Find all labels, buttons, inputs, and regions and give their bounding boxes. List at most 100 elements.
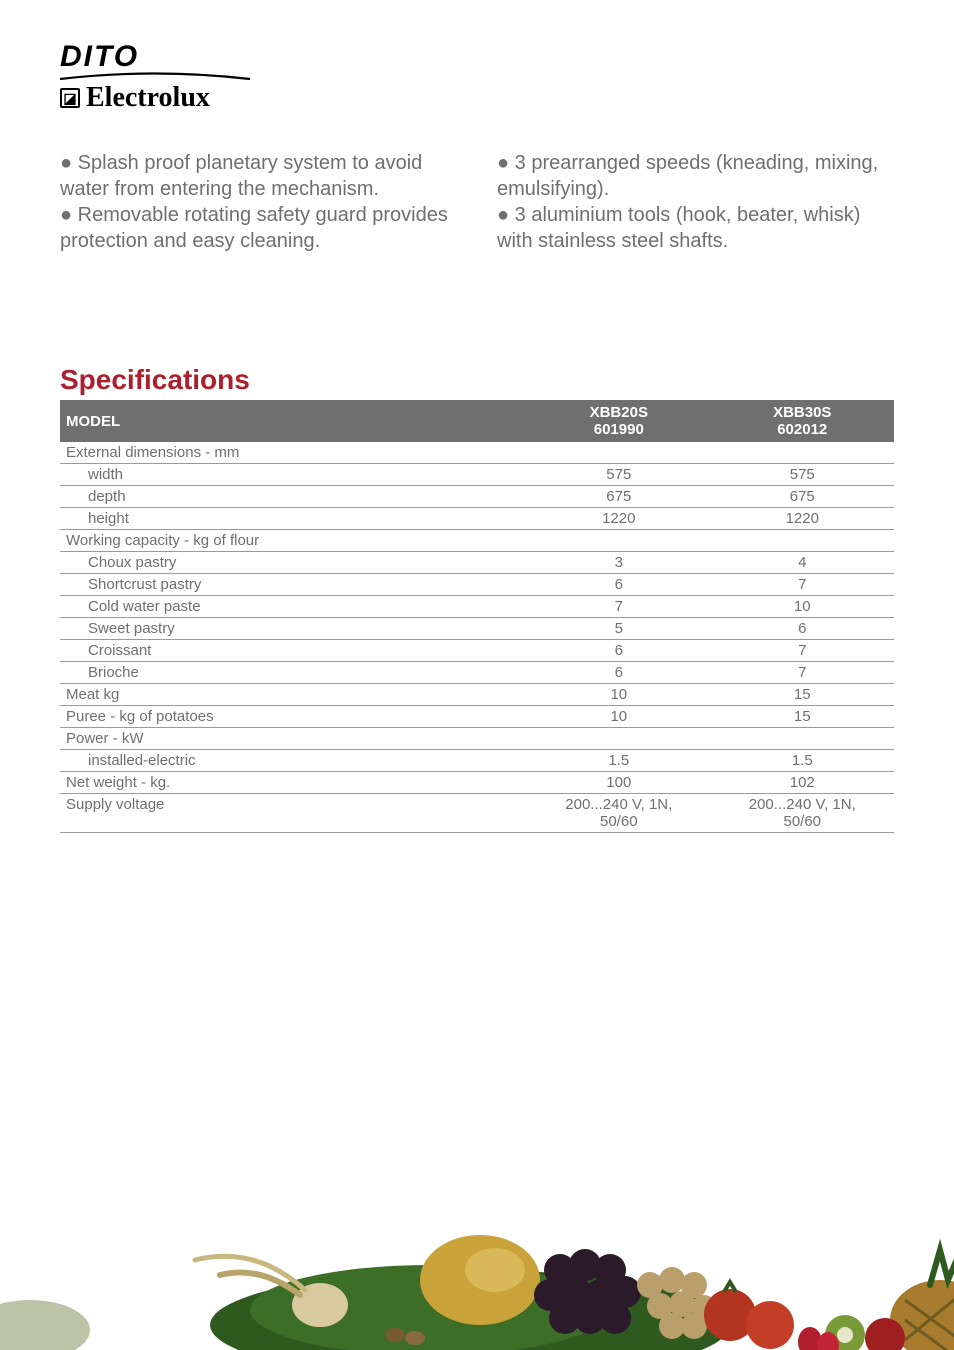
row-label: height	[60, 508, 527, 530]
logo-divider	[60, 72, 250, 86]
cell-value: 1.5	[527, 750, 710, 772]
brand-logo-block: DITO ◪ Electrolux	[60, 40, 894, 114]
cell-value: 3	[527, 552, 710, 574]
bullet-item: ● Removable rotating safety guard provid…	[60, 202, 457, 254]
cell-value: 575	[527, 464, 710, 486]
table-row: width575575	[60, 464, 894, 486]
bullet-dot-icon: ●	[60, 204, 72, 226]
col-model-name: XBB20S	[533, 404, 704, 421]
table-row: Power - kW	[60, 728, 894, 750]
electrolux-text: Electrolux	[86, 82, 210, 114]
table-row: Net weight - kg.100102	[60, 772, 894, 794]
bullet-text: 3 aluminium tools (hook, beater, whisk) …	[497, 204, 860, 252]
cell-value: 6	[711, 618, 894, 640]
bullet-dot-icon: ●	[497, 152, 509, 174]
cell-value: 7	[711, 574, 894, 596]
cell-value: 7	[711, 640, 894, 662]
col-model-code: 601990	[533, 421, 704, 438]
cell-value	[711, 728, 894, 750]
table-row: Sweet pastry56	[60, 618, 894, 640]
row-label: depth	[60, 486, 527, 508]
cell-value: 10	[527, 684, 710, 706]
table-row: Choux pastry34	[60, 552, 894, 574]
bullet-text: Removable rotating safety guard provides…	[60, 204, 448, 252]
table-row: Croissant67	[60, 640, 894, 662]
footer-produce-image	[0, 1120, 954, 1350]
table-row: Shortcrust pastry67	[60, 574, 894, 596]
col-header: XBB20S 601990	[527, 400, 710, 442]
cell-value	[527, 728, 710, 750]
row-label: Net weight - kg.	[60, 772, 527, 794]
cell-value: 6	[527, 640, 710, 662]
cell-value	[527, 530, 710, 552]
table-row: Meat kg1015	[60, 684, 894, 706]
row-label: Power - kW	[60, 728, 527, 750]
cell-value: 1220	[527, 508, 710, 530]
page: DITO ◪ Electrolux ● Splash proof planeta…	[0, 0, 954, 833]
specifications-table: MODEL XBB20S 601990 XBB30S 602012 Extern…	[60, 400, 894, 833]
row-label: Cold water paste	[60, 596, 527, 618]
table-header-row: MODEL XBB20S 601990 XBB30S 602012	[60, 400, 894, 442]
cell-value: 675	[527, 486, 710, 508]
bullet-dot-icon: ●	[60, 152, 72, 174]
feature-bullets: ● Splash proof planetary system to avoid…	[60, 150, 894, 254]
feature-bullets-right: ● 3 prearranged speeds (kneading, mixing…	[497, 150, 894, 254]
bullet-item: ● 3 aluminium tools (hook, beater, whisk…	[497, 202, 894, 254]
col-model-code: 602012	[717, 421, 888, 438]
cell-value: 1.5	[711, 750, 894, 772]
row-label: Meat kg	[60, 684, 527, 706]
table-row: Supply voltage200...240 V, 1N,50/60200..…	[60, 794, 894, 833]
row-label: Sweet pastry	[60, 618, 527, 640]
row-label: Shortcrust pastry	[60, 574, 527, 596]
bullet-item: ● Splash proof planetary system to avoid…	[60, 150, 457, 202]
row-label: width	[60, 464, 527, 486]
cell-value: 4	[711, 552, 894, 574]
row-label: installed-electric	[60, 750, 527, 772]
cell-value: 102	[711, 772, 894, 794]
cell-value: 10	[527, 706, 710, 728]
table-row: External dimensions - mm	[60, 442, 894, 464]
cell-value	[527, 442, 710, 464]
cell-value: 200...240 V, 1N,50/60	[527, 794, 710, 833]
row-label: Choux pastry	[60, 552, 527, 574]
electrolux-mark-icon: ◪	[60, 88, 80, 108]
cell-value	[711, 530, 894, 552]
table-row: installed-electric1.51.5	[60, 750, 894, 772]
row-label: Working capacity - kg of flour	[60, 530, 527, 552]
feature-bullets-left: ● Splash proof planetary system to avoid…	[60, 150, 457, 254]
cell-value	[711, 442, 894, 464]
cell-value: 200...240 V, 1N,50/60	[711, 794, 894, 833]
cell-value: 675	[711, 486, 894, 508]
dito-wordmark: DITO	[60, 40, 894, 74]
table-row: Brioche67	[60, 662, 894, 684]
cell-value: 15	[711, 706, 894, 728]
bullet-text: 3 prearranged speeds (kneading, mixing, …	[497, 152, 878, 200]
row-label: Brioche	[60, 662, 527, 684]
cell-value: 5	[527, 618, 710, 640]
specifications-heading: Specifications	[60, 364, 894, 396]
row-label: Croissant	[60, 640, 527, 662]
col-model-name: XBB30S	[717, 404, 888, 421]
table-row: Cold water paste710	[60, 596, 894, 618]
cell-value: 6	[527, 662, 710, 684]
table-row: Working capacity - kg of flour	[60, 530, 894, 552]
electrolux-wordmark: ◪ Electrolux	[60, 82, 894, 114]
model-header-cell: MODEL	[60, 400, 527, 442]
cell-value: 6	[527, 574, 710, 596]
cell-value: 100	[527, 772, 710, 794]
bullet-text: Splash proof planetary system to avoid w…	[60, 152, 422, 200]
cell-value: 575	[711, 464, 894, 486]
row-label: External dimensions - mm	[60, 442, 527, 464]
row-label: Supply voltage	[60, 794, 527, 833]
cell-value: 7	[711, 662, 894, 684]
cell-value: 1220	[711, 508, 894, 530]
bullet-dot-icon: ●	[497, 204, 509, 226]
bullet-item: ● 3 prearranged speeds (kneading, mixing…	[497, 150, 894, 202]
col-header: XBB30S 602012	[711, 400, 894, 442]
cell-value: 15	[711, 684, 894, 706]
table-row: height12201220	[60, 508, 894, 530]
row-label: Puree - kg of potatoes	[60, 706, 527, 728]
table-row: depth675675	[60, 486, 894, 508]
cell-value: 7	[527, 596, 710, 618]
table-row: Puree - kg of potatoes1015	[60, 706, 894, 728]
